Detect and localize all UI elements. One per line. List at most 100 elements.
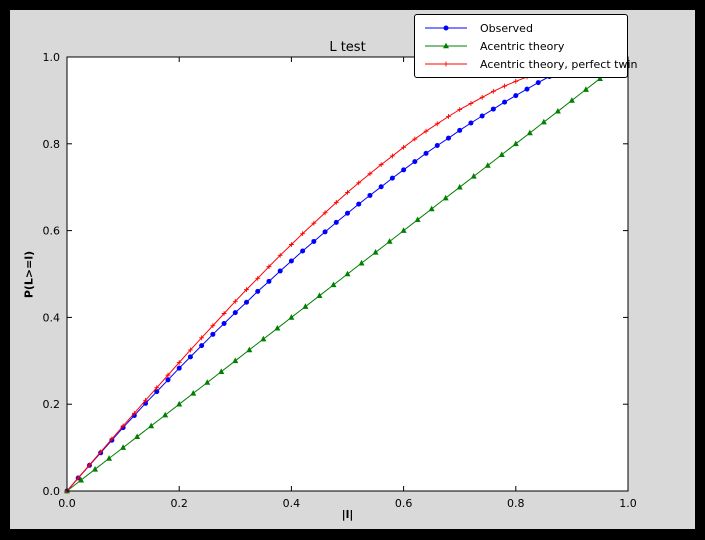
observed-marker [277,268,283,274]
acentric-theory-marker [218,368,225,374]
acentric-theory-perfect-twin-marker [244,287,249,293]
x-tick-label: 0.6 [395,497,413,510]
observed-marker [457,127,463,133]
observed-marker [502,99,508,105]
acentric-theory-perfect-twin-marker [434,121,440,127]
acentric-theory-perfect-twin-marker [131,410,137,416]
plot-svg: 0.0 0.2 0.4 0.6 0.8 1.0 0.0 0.2 0.4 0.6 0.8 1.0 [43,51,637,510]
acentric-theory-marker [148,422,155,429]
acentric-theory-marker [596,75,603,81]
acentric-theory-perfect-twin-marker [199,335,205,341]
acentric-theory-perfect-twin-marker [311,220,317,226]
acentric-theory-perfect-twin-marker [255,275,261,281]
acentric-theory-marker [162,411,169,418]
y-axis-label: P(L>=l) [22,250,36,299]
observed-marker [199,343,205,349]
acentric-theory-marker [582,86,589,92]
acentric-theory-marker [512,140,519,147]
acentric-theory-perfect-twin-marker [468,101,474,106]
acentric-theory-marker [344,270,351,277]
acentric-theory-series [64,64,617,494]
acentric-theory-marker [540,118,547,125]
acentric-theory-marker [302,303,309,309]
acentric-theory-perfect-twin-marker [513,78,519,84]
acentric-theory-perfect-twin-marker [356,180,362,186]
acentric-theory-perfect-twin-marker [210,323,216,329]
acentric-theory-perfect-twin-marker [232,298,238,304]
acentric-theory-marker [568,97,575,103]
observed-marker [389,175,395,181]
observed-marker [445,135,451,141]
acentric-theory-marker [78,476,85,483]
legend-swatch-acentric-theory [425,42,467,49]
acentric-theory-perfect-twin-marker [188,347,193,353]
observed-marker [333,219,339,225]
acentric-theory-marker [260,335,267,342]
acentric-theory-marker [232,357,239,364]
acentric-theory-perfect-twin-marker [446,114,451,119]
observed-marker [490,106,496,112]
acentric-theory-marker [246,346,253,353]
observed-marker [255,288,261,294]
observed-marker [513,93,519,99]
chart-title: L test [329,40,366,55]
acentric-theory-perfect-twin-marker [300,231,306,237]
observed-legend-marker [443,25,449,31]
observed-marker [468,120,474,126]
legend-entry-acentric-theory: Acentric theory [423,37,619,55]
observed-marker [434,143,440,149]
observed-marker [187,354,193,360]
acentric-theory-perfect-twin-marker [176,360,182,365]
acentric-theory-marker [554,107,561,114]
acentric-theory-marker [288,314,295,320]
acentric-theory-marker [120,444,127,450]
y-tick-label: 0.6 [43,225,61,238]
x-tick-label: 0.0 [58,497,76,510]
acentric-theory-marker [484,162,491,168]
acentric-theory-perfect-twin-marker [479,94,485,100]
observed-marker [221,320,227,326]
acentric-theory-legend-marker [443,42,449,49]
legend: Observed Acentric theory Acentric theory… [414,14,637,78]
x-tick-label: 0.8 [507,497,525,510]
acentric-theory-perfect-twin-marker [401,144,406,150]
acentric-theory-perfect-twin-marker [221,311,227,316]
x-tick-label: 0.2 [170,497,188,510]
acentric-theory-marker [526,129,533,136]
axes-border [66,56,629,492]
acentric-theory-marker [330,281,337,288]
acentric-theory-marker [386,238,393,244]
observed-marker [266,278,272,284]
observed-marker [165,377,171,383]
observed-marker [367,192,373,198]
acentric-theory-marker [92,466,99,472]
observed-marker [176,365,182,371]
figure-canvas: 0.0 0.2 0.4 0.6 0.8 1.0 0.0 0.2 0.4 0.6 0.8 1.0 L t… [10,10,695,529]
acentric-theory-perfect-twin-marker [378,162,384,168]
acentric-theory-marker [204,379,211,385]
acentric-theory-perfect-twin-marker [120,423,126,429]
acentric-theory-perfect-twin-line [66,68,550,492]
acentric-theory-perfect-twin-marker [277,252,283,258]
y-tick-label: 0.2 [43,398,61,411]
acentric-theory-perfect-twin-marker [266,264,272,270]
acentric-theory-perfect-twin-marker [98,449,104,455]
acentric-theory-marker [274,324,281,331]
legend-label-acentric-theory: Acentric theory [480,39,565,53]
acentric-theory-perfect-twin-marker [109,436,115,442]
acentric-theory-marker [372,249,379,255]
observed-marker [412,159,418,165]
observed-marker [356,201,362,207]
acentric-theory-marker [106,455,113,461]
observed-marker [479,113,485,119]
legend-swatch-observed [425,25,467,31]
observed-marker [210,331,216,337]
observed-marker [401,167,407,173]
acentric-theory-perfect-twin-marker [87,462,92,468]
observed-marker [288,258,294,264]
acentric-theory-perfect-twin-marker [502,83,507,89]
x-tick-label: 1.0 [619,497,637,510]
observed-marker [378,184,384,190]
acentric-theory-marker [470,173,477,179]
acentric-theory-marker [456,183,463,190]
